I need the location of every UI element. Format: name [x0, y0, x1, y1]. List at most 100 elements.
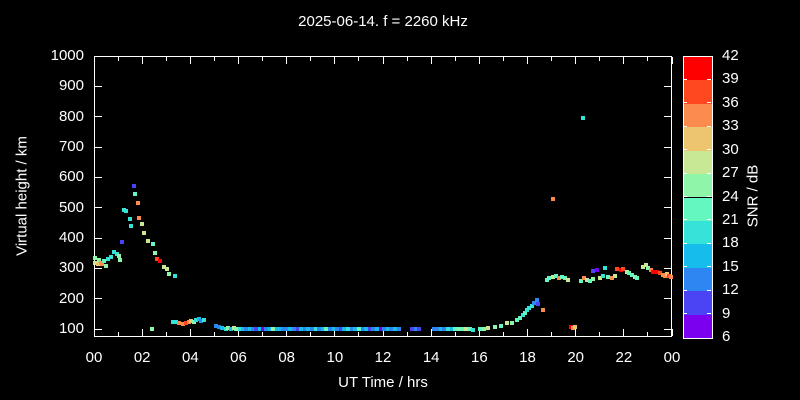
data-point — [288, 326, 293, 331]
colorbar-tick-label: 9 — [722, 304, 731, 322]
data-point — [409, 326, 414, 331]
colorbar-tick-label: 12 — [722, 281, 739, 299]
x-minor-tick-top — [213, 57, 215, 61]
x-major-tick-top — [527, 57, 528, 64]
data-point — [446, 327, 451, 332]
data-point — [309, 327, 314, 332]
colorbar-segment — [684, 57, 712, 81]
chart-title: 2025-06-14. f = 2260 kHz — [298, 13, 468, 30]
data-point — [559, 274, 564, 279]
y-tick-right — [664, 55, 671, 57]
colorbar-tick — [707, 242, 711, 244]
data-point — [431, 327, 436, 332]
data-point — [191, 319, 196, 324]
data-point — [189, 319, 194, 324]
colorbar-segment — [684, 314, 712, 338]
colorbar-tick-label: 33 — [722, 117, 739, 135]
data-point — [106, 257, 111, 262]
data-point — [641, 264, 646, 269]
x-minor-tick — [647, 332, 649, 336]
y-tick-label: 100 — [58, 320, 84, 338]
x-minor-tick — [454, 332, 456, 336]
data-point — [150, 242, 155, 247]
data-point — [643, 263, 648, 268]
data-point — [529, 304, 534, 309]
x-minor-tick — [358, 332, 360, 336]
data-point — [396, 327, 401, 332]
colorbar-tick — [683, 172, 687, 174]
x-major-tick-top — [93, 57, 95, 64]
data-point — [133, 192, 138, 197]
x-major-tick-top — [238, 57, 239, 64]
data-point — [299, 326, 304, 331]
data-point — [590, 277, 595, 282]
data-point — [467, 327, 472, 332]
data-point — [317, 326, 322, 331]
data-point — [557, 275, 562, 280]
data-point — [527, 306, 532, 311]
colorbar-tick — [683, 219, 687, 221]
colorbar-tick-label: 21 — [722, 210, 739, 228]
data-point — [629, 273, 634, 278]
data-point — [201, 318, 206, 322]
data-point — [566, 277, 571, 282]
data-point — [146, 238, 151, 243]
data-point — [161, 264, 166, 269]
plot-area — [94, 56, 672, 337]
colorbar-segment — [684, 150, 712, 175]
data-point — [477, 327, 482, 332]
data-point — [609, 275, 614, 280]
x-tick-label: 16 — [470, 349, 488, 366]
colorbar-tick-label: 36 — [722, 93, 739, 111]
data-point — [413, 327, 418, 332]
data-point — [92, 260, 97, 265]
x-major-tick — [334, 329, 336, 336]
data-point — [295, 327, 300, 332]
colorbar-segment — [684, 244, 712, 268]
y-tick — [95, 55, 102, 57]
colorbar-segment — [684, 197, 712, 221]
data-point — [313, 327, 318, 332]
data-point — [214, 323, 219, 328]
data-point — [654, 270, 659, 275]
data-point — [517, 315, 522, 320]
data-point — [274, 327, 279, 332]
colorbar-tick — [683, 102, 687, 104]
data-point — [291, 327, 296, 332]
colorbar-tick — [707, 313, 711, 315]
data-point — [385, 327, 390, 332]
data-point — [112, 249, 117, 254]
colorbar-tick-label: 30 — [722, 140, 739, 158]
data-point — [174, 320, 179, 325]
data-point — [157, 258, 162, 263]
x-minor-tick-top — [117, 57, 119, 61]
data-point — [131, 184, 136, 189]
colorbar-tick-label: 27 — [722, 164, 739, 182]
data-point — [646, 266, 651, 271]
colorbar-tick — [707, 172, 711, 174]
data-point — [562, 276, 567, 281]
data-point — [658, 271, 663, 276]
data-point — [492, 324, 497, 329]
data-point — [346, 327, 351, 332]
x-tick-label: 12 — [374, 349, 392, 366]
data-point — [618, 267, 623, 272]
x-major-tick — [382, 329, 384, 336]
data-point — [338, 326, 343, 331]
colorbar-tick — [707, 219, 711, 221]
y-tick-label: 600 — [58, 168, 84, 186]
y-tick-right — [664, 146, 671, 148]
x-major-tick-top — [623, 57, 625, 64]
x-minor-tick — [502, 332, 504, 336]
colorbar-tick-label: 18 — [722, 234, 739, 252]
colorbar-tick — [707, 149, 711, 151]
data-point — [460, 327, 465, 332]
data-point — [177, 321, 182, 326]
data-point — [254, 327, 259, 332]
y-tick-label: 200 — [58, 289, 84, 307]
data-point — [536, 302, 541, 307]
data-point — [141, 230, 146, 235]
data-point — [186, 320, 191, 325]
x-minor-tick — [551, 332, 553, 336]
